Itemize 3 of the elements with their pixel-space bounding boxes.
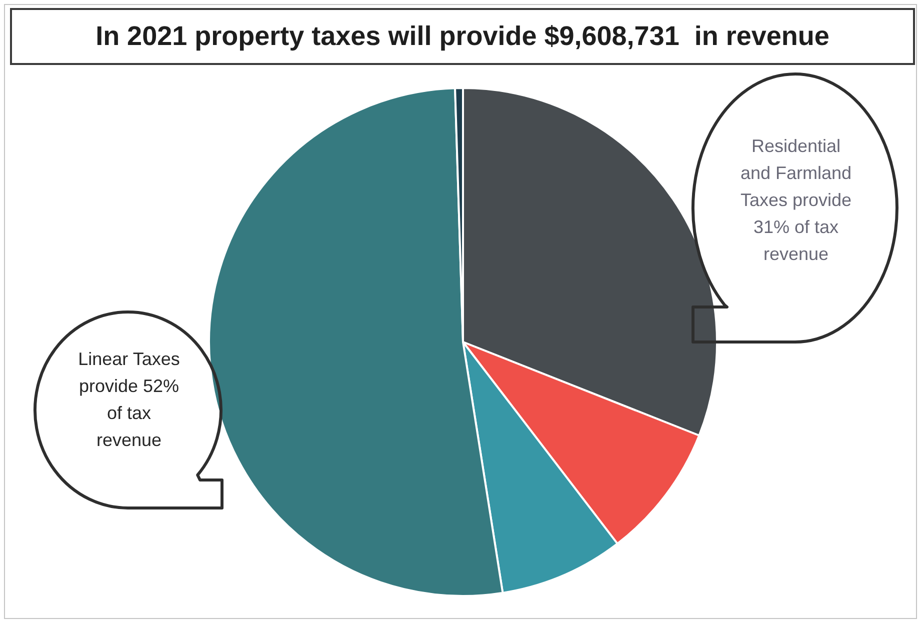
text: Linear Taxes provide 52% of tax revenue xyxy=(77,348,181,452)
text: Residential and Farmland Taxes provide 31% of tax revenue xyxy=(739,135,853,266)
chart-title: In 2021 property taxes will provide $9,608,731 in revenue xyxy=(96,21,830,52)
